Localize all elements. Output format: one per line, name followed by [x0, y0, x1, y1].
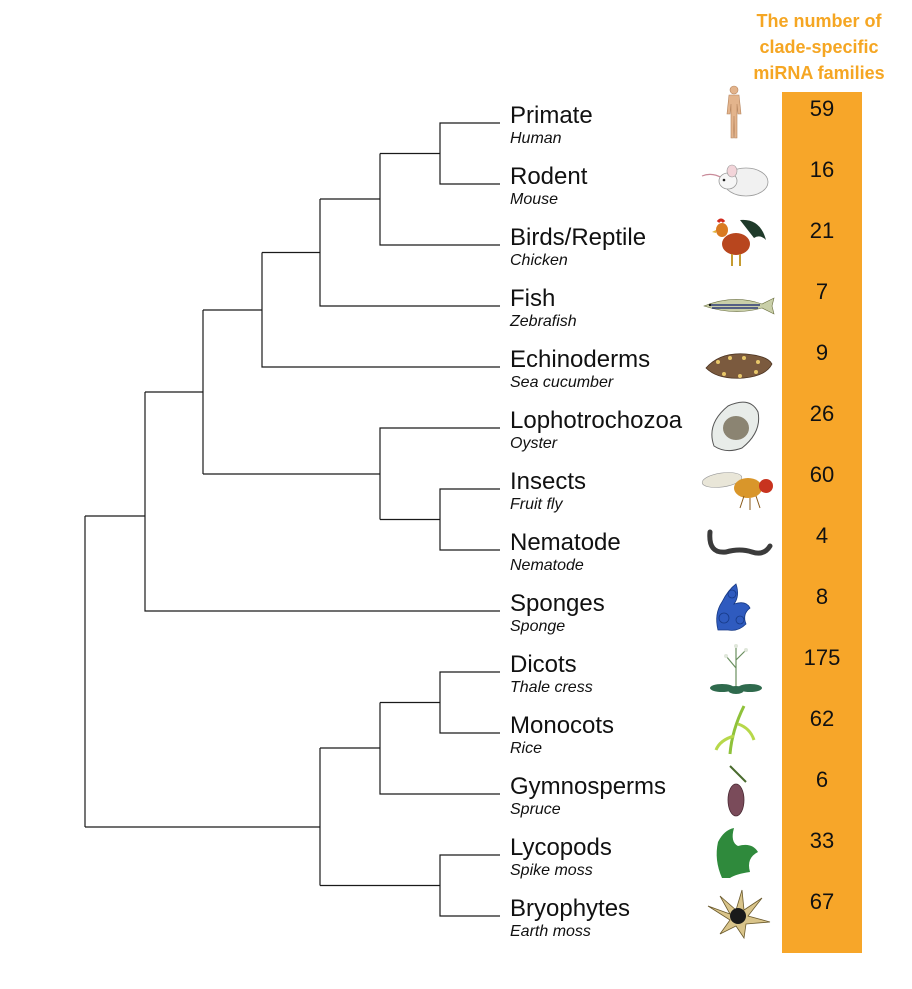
clade-name: Echinoderms: [510, 346, 651, 373]
earth-moss-icon: [707, 889, 771, 940]
human-icon: [726, 85, 742, 139]
count-header-line2: clade-specific: [759, 37, 879, 57]
count-header-line3: miRNA families: [753, 63, 885, 83]
count-echinoderms: 9: [815, 340, 829, 365]
rice-icon: [714, 705, 756, 755]
branch-bilateria: [145, 310, 204, 474]
branch-ecdysozoa: [380, 488, 500, 551]
species-name: Chicken: [510, 252, 568, 269]
count-header-line1: The number of: [756, 11, 882, 31]
taxon-lophotrochozoa: Lophotrochozoa Oyster: [510, 408, 682, 454]
species-name: Spruce: [510, 801, 561, 818]
count-birds-reptile: 21: [809, 218, 835, 243]
count-dicots: 175: [803, 645, 841, 670]
species-name: Sponge: [510, 618, 566, 635]
count-lycopods: 33: [809, 828, 835, 853]
clade-name: Lophotrochozoa: [510, 407, 683, 434]
count-gymnosperms: 6: [815, 767, 829, 792]
count-monocots: 62: [809, 706, 835, 731]
taxon-bryophytes: Bryophytes Earth moss: [510, 896, 630, 942]
clade-name: Bryophytes: [510, 895, 631, 922]
sponge-icon: [716, 583, 751, 631]
species-name: Mouse: [510, 191, 559, 208]
clade-name: Insects: [510, 468, 587, 495]
count-insects: 60: [809, 462, 835, 487]
taxon-sponges: Sponges Sponge: [510, 591, 605, 637]
clade-name: Fish: [510, 285, 556, 312]
spruce-icon: [727, 765, 747, 817]
branch-vertebrates: [262, 199, 500, 307]
oyster-icon: [711, 401, 760, 452]
nematode-icon: [707, 529, 773, 556]
species-name: Nematode: [510, 557, 584, 574]
count-fish: 7: [815, 279, 829, 304]
taxon-monocots: Monocots Rice: [510, 713, 614, 759]
species-name: Fruit fly: [510, 496, 563, 513]
clade-name: Birds/Reptile: [510, 224, 647, 251]
taxon-insects: Insects Fruit fly: [510, 469, 586, 515]
clade-name: Monocots: [510, 712, 615, 739]
branch-primate-rodent: [380, 122, 500, 185]
species-name: Thale cress: [510, 679, 593, 696]
taxon-primate: Primate Human: [510, 103, 593, 149]
count-rodent: 16: [809, 157, 835, 182]
branch-protostomes: [203, 427, 500, 520]
taxon-fish: Fish Zebrafish: [510, 286, 577, 332]
count-nematode: 4: [815, 523, 829, 548]
taxon-gymnosperms: Gymnosperms Spruce: [510, 774, 666, 820]
fruit-fly-icon: [701, 472, 773, 510]
clade-name: Primate: [510, 102, 593, 129]
count-bryophytes: 67: [809, 889, 835, 914]
count-bar: 59 16 21 7 9 26 60 4 8 175 62 6 33 67: [782, 92, 862, 953]
taxon-birds-reptile: Birds/Reptile Chicken: [510, 225, 646, 271]
mouse-icon: [701, 164, 769, 197]
species-name: Earth moss: [510, 923, 591, 940]
zebrafish-icon: [703, 297, 775, 315]
taxon-nematode: Nematode Nematode: [510, 530, 621, 576]
taxon-rodent: Rodent Mouse: [510, 164, 587, 210]
count-lophotrochozoa: 26: [809, 401, 835, 426]
branch-plants: [85, 748, 321, 886]
taxon-lycopods: Lycopods Spike moss: [510, 835, 612, 881]
species-name: Sea cucumber: [510, 374, 614, 391]
species-name: Oyster: [510, 435, 558, 452]
species-name: Zebrafish: [510, 313, 577, 330]
clade-name: Rodent: [510, 163, 588, 190]
species-name: Rice: [510, 740, 543, 757]
thale-cress-icon: [710, 644, 762, 694]
branch-angiosperms: [380, 671, 500, 734]
taxon-echinoderms: Echinoderms Sea cucumber: [510, 347, 650, 393]
count-sponges: 8: [815, 584, 829, 609]
chicken-icon: [712, 218, 766, 266]
species-name: Human: [510, 130, 562, 147]
taxon-dicots: Dicots Thale cress: [510, 652, 593, 698]
branch-seed-plants: [320, 702, 500, 795]
count-primate: 59: [809, 96, 835, 121]
branch-lyco-bryo: [320, 854, 500, 917]
count-header: The number of clade-specific miRNA famil…: [734, 8, 904, 86]
clade-name: Dicots: [510, 651, 577, 678]
branch-amniotes: [320, 153, 500, 246]
species-name: Spike moss: [510, 862, 593, 879]
clade-name: Lycopods: [510, 834, 612, 861]
branch-deuterostomes: [203, 252, 500, 368]
clade-name: Nematode: [510, 529, 621, 556]
clade-name: Gymnosperms: [510, 773, 667, 800]
branch-metazoa: [85, 392, 500, 612]
clade-name: Sponges: [510, 590, 605, 617]
spike-moss-icon: [716, 828, 758, 878]
sea-cucumber-icon: [705, 353, 773, 379]
